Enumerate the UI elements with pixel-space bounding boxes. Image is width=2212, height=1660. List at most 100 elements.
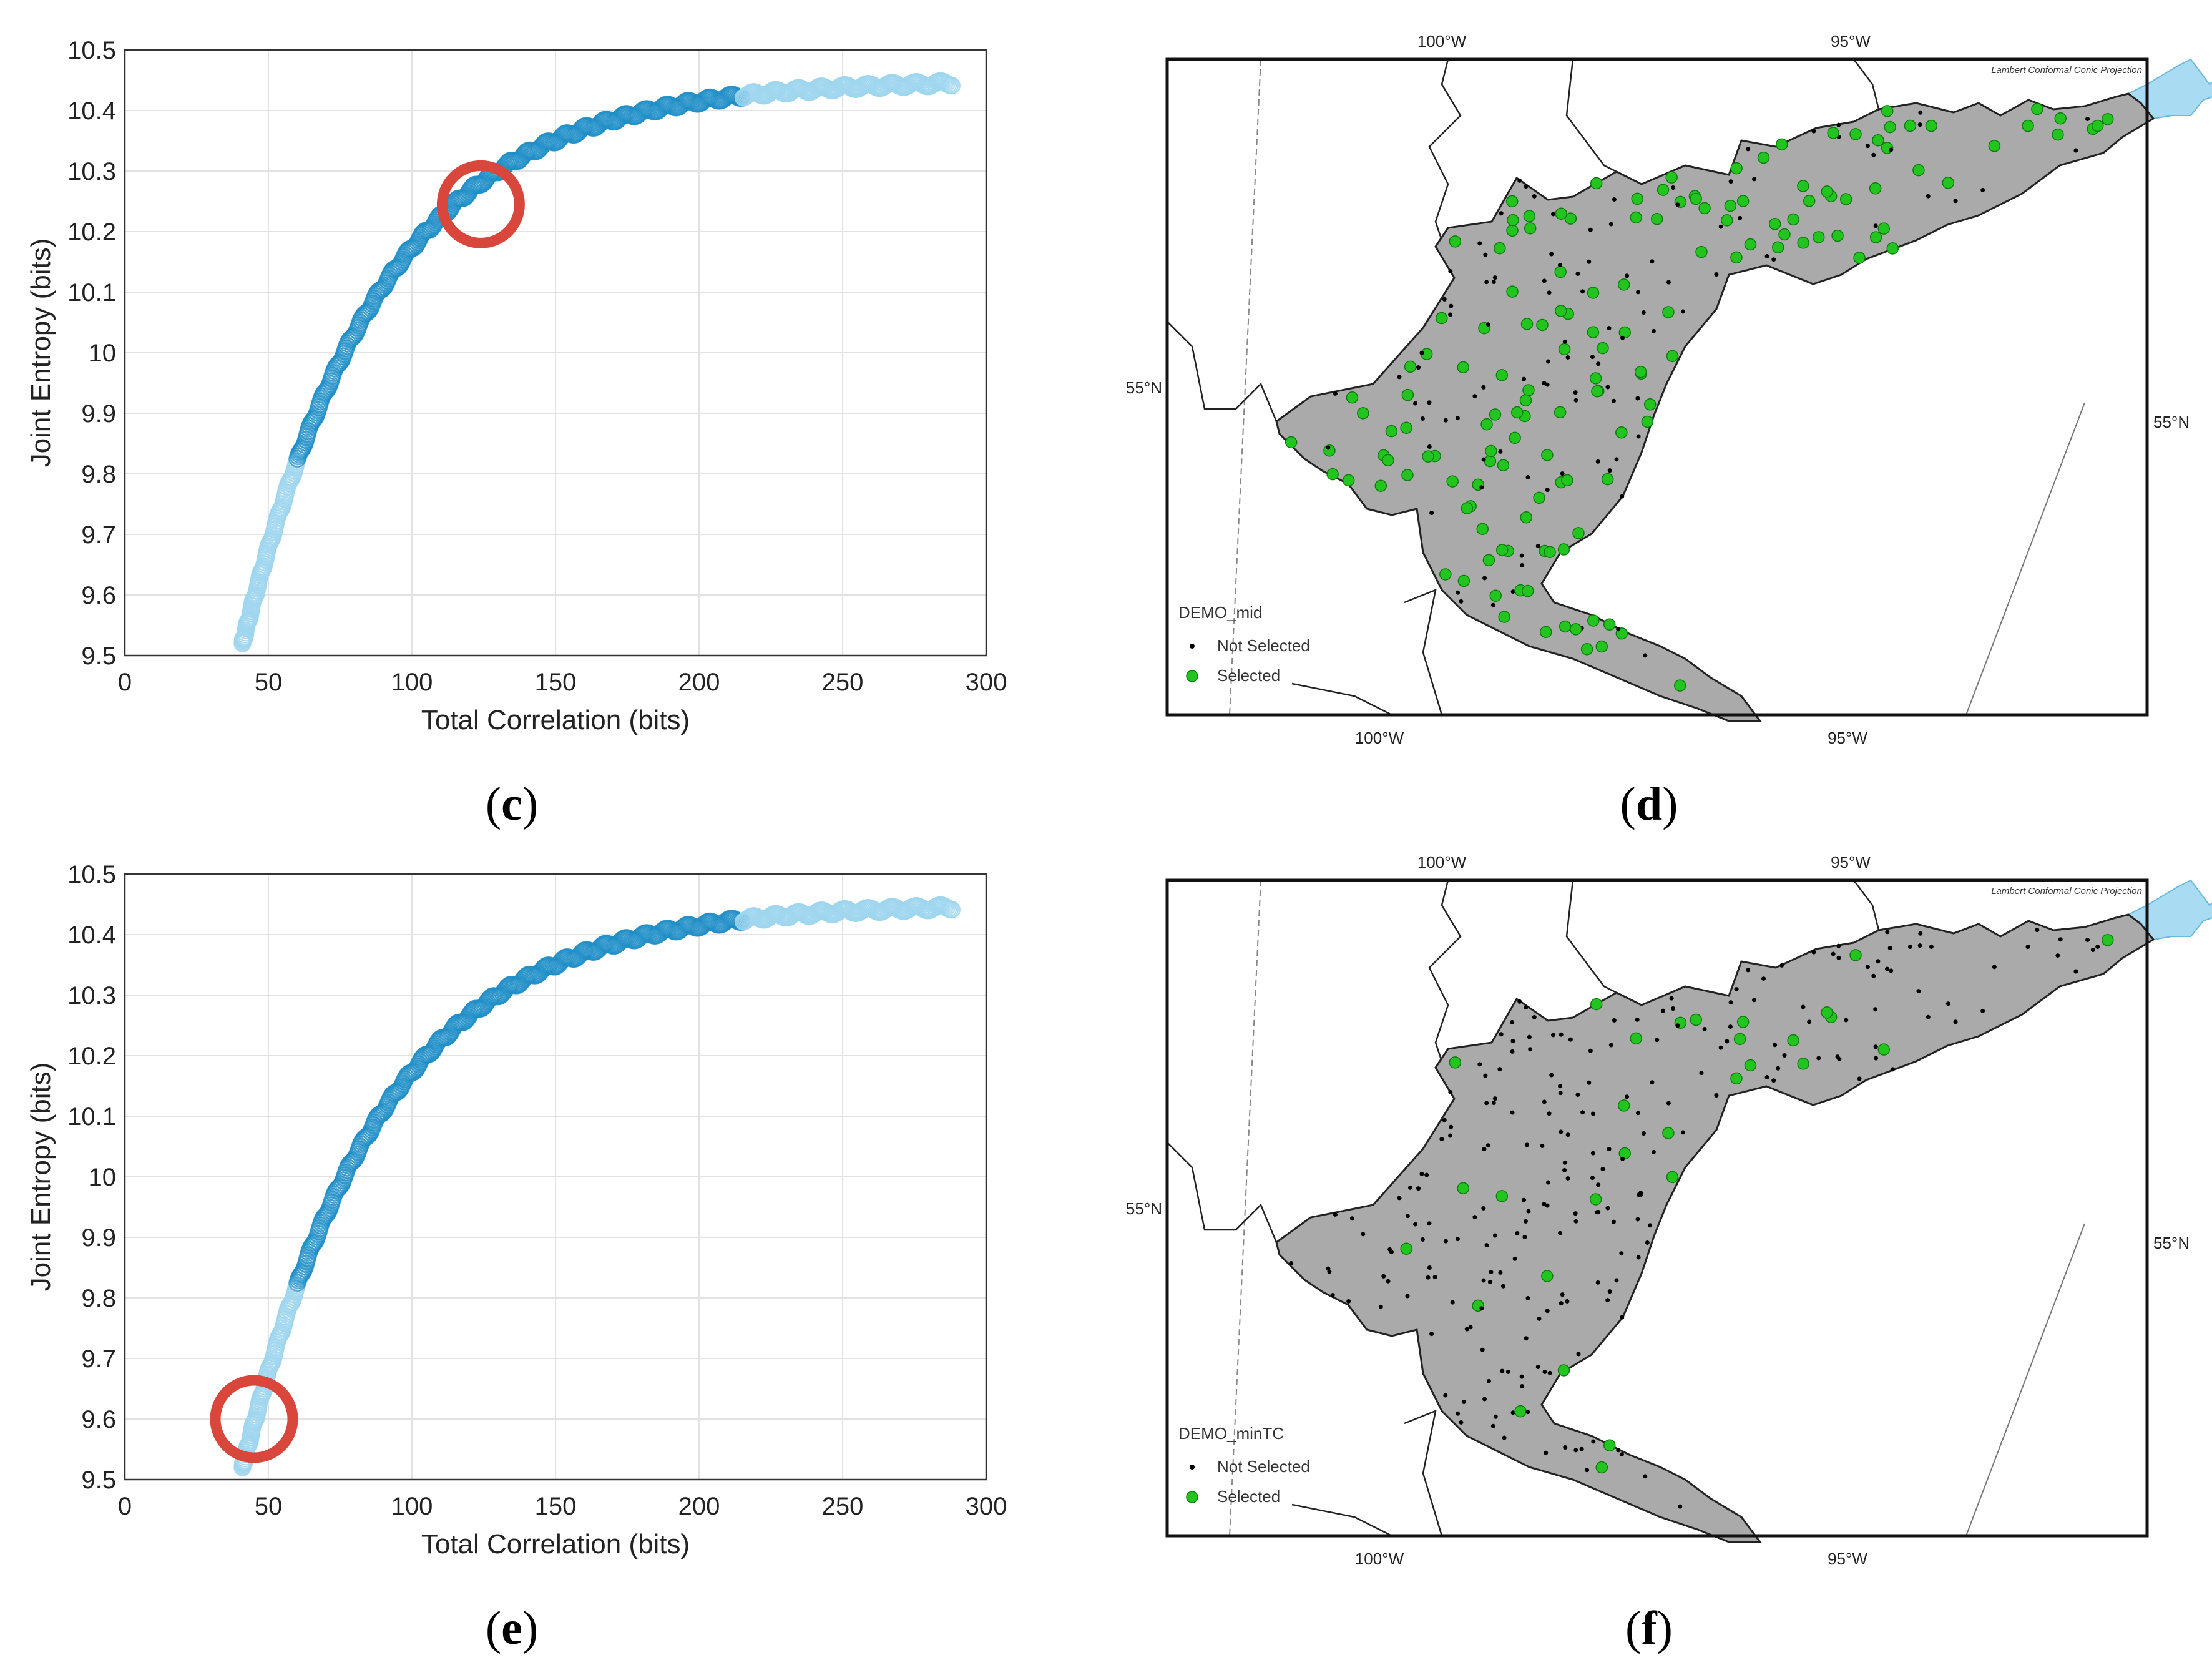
station-not-selected xyxy=(1573,1219,1578,1224)
station-selected xyxy=(1541,449,1554,461)
station-not-selected xyxy=(1510,1110,1515,1115)
bottom-lon-label: 95°W xyxy=(1828,729,1867,747)
station-selected xyxy=(1570,623,1582,636)
border-line xyxy=(1428,880,1617,1099)
station-selected xyxy=(1494,242,1506,255)
station-not-selected xyxy=(1661,1008,1666,1013)
station-not-selected xyxy=(1326,1266,1331,1271)
station-not-selected xyxy=(1461,1399,1466,1404)
station-selected xyxy=(1374,479,1387,493)
map-d: DEMO_mid Not Selected Selected Lambert Conf… xyxy=(1126,32,2212,747)
map-panel-d: DEMO_mid Not Selected Selected Lambert Conf… xyxy=(1086,12,2212,774)
station-not-selected xyxy=(1605,385,1610,390)
station-selected xyxy=(1536,318,1549,332)
station-not-selected xyxy=(1562,1160,1567,1165)
station-not-selected xyxy=(2025,945,2030,950)
station-selected xyxy=(1439,568,1452,581)
y-tick-label: 10.1 xyxy=(67,1103,116,1131)
station-not-selected xyxy=(1918,931,1923,936)
station-not-selected xyxy=(1443,1393,1448,1398)
station-selected xyxy=(1787,213,1799,226)
caption-e: (e) xyxy=(485,1602,539,1654)
station-selected xyxy=(1555,305,1567,317)
station-selected xyxy=(1733,1033,1746,1046)
station-not-selected xyxy=(1432,1275,1437,1280)
station-selected xyxy=(1422,450,1434,463)
station-selected xyxy=(1942,176,1955,189)
station-not-selected xyxy=(1728,1024,1733,1029)
station-selected xyxy=(1665,171,1678,184)
station-not-selected xyxy=(1643,1474,1648,1479)
station-not-selected xyxy=(1620,1315,1625,1320)
station-selected xyxy=(1776,138,1788,151)
station-selected xyxy=(1554,265,1567,278)
station-not-selected xyxy=(1449,303,1454,308)
station-not-selected xyxy=(1625,273,1630,278)
station-not-selected xyxy=(1889,968,1894,973)
station-not-selected xyxy=(1524,1004,1529,1009)
station-not-selected xyxy=(1608,222,1613,227)
station-not-selected xyxy=(1526,1209,1531,1214)
y-tick-label: 10.4 xyxy=(67,921,116,949)
station-not-selected xyxy=(1517,999,1522,1004)
x-tick-label: 0 xyxy=(118,1493,132,1520)
station-selected xyxy=(1730,251,1743,264)
y-tick-label: 10.2 xyxy=(67,1043,116,1070)
station-not-selected xyxy=(1565,1299,1570,1304)
station-not-selected xyxy=(1405,1294,1410,1299)
station-selected xyxy=(1690,192,1702,205)
station-not-selected xyxy=(1801,1004,1806,1009)
station-selected xyxy=(1382,454,1394,466)
legend-title: DEMO_mid xyxy=(1178,603,1262,622)
station-selected xyxy=(1615,426,1628,439)
station-selected xyxy=(1559,620,1572,633)
station-not-selected xyxy=(1557,1084,1562,1089)
station-not-selected xyxy=(1455,416,1460,421)
station-selected xyxy=(1666,1171,1679,1184)
station-selected xyxy=(1821,185,1833,198)
station-not-selected xyxy=(1559,1301,1564,1306)
station-not-selected xyxy=(1645,1240,1650,1245)
station-selected xyxy=(1884,120,1896,134)
station-selected xyxy=(1533,491,1545,504)
chart-panel-e: 0 50 100 150 200 250 300 9.5 9.6 9.7 9.8 9.9 10 10.1 1… xyxy=(0,849,1036,1611)
station-not-selected xyxy=(1728,1000,1733,1005)
station-selected xyxy=(1449,1056,1462,1069)
border-line xyxy=(1404,1409,1443,1536)
station-not-selected xyxy=(1448,1090,1453,1095)
station-not-selected xyxy=(1871,973,1876,978)
caption-c: (c) xyxy=(485,778,539,830)
y-tick-label: 9.7 xyxy=(81,521,116,549)
station-not-selected xyxy=(1459,599,1464,604)
x-axis-label: Total Correlation (bits) xyxy=(421,705,690,735)
caption-d: (d) xyxy=(1620,778,1678,830)
station-not-selected xyxy=(1580,289,1585,294)
station-selected xyxy=(1554,406,1567,419)
station-not-selected xyxy=(1349,1216,1354,1221)
station-not-selected xyxy=(1980,187,1985,192)
border-line xyxy=(1291,682,1392,716)
station-selected xyxy=(1690,1013,1702,1026)
x-tick-label: 0 xyxy=(118,669,132,696)
station-not-selected xyxy=(1558,1091,1563,1096)
station-not-selected xyxy=(1916,989,1921,994)
station-not-selected xyxy=(1499,211,1504,216)
station-not-selected xyxy=(1484,280,1489,285)
station-not-selected xyxy=(1510,1049,1515,1054)
station-not-selected xyxy=(1588,227,1593,232)
station-not-selected xyxy=(1523,1219,1528,1224)
station-not-selected xyxy=(1456,590,1461,595)
station-not-selected xyxy=(1773,1043,1778,1048)
station-not-selected xyxy=(1980,1008,1985,1013)
station-not-selected xyxy=(1468,1325,1473,1330)
station-not-selected xyxy=(1490,602,1495,607)
station-not-selected xyxy=(1887,946,1892,951)
station-selected xyxy=(1457,1182,1469,1195)
station-not-selected xyxy=(1419,1171,1424,1176)
projection-label: Lambert Conformal Conic Projection xyxy=(1991,886,2142,896)
station-selected xyxy=(1449,235,1462,248)
bottom-lon-label: 95°W xyxy=(1828,1549,1867,1568)
station-not-selected xyxy=(1522,1234,1527,1239)
station-not-selected xyxy=(1771,257,1776,262)
station-selected xyxy=(1988,140,2001,152)
